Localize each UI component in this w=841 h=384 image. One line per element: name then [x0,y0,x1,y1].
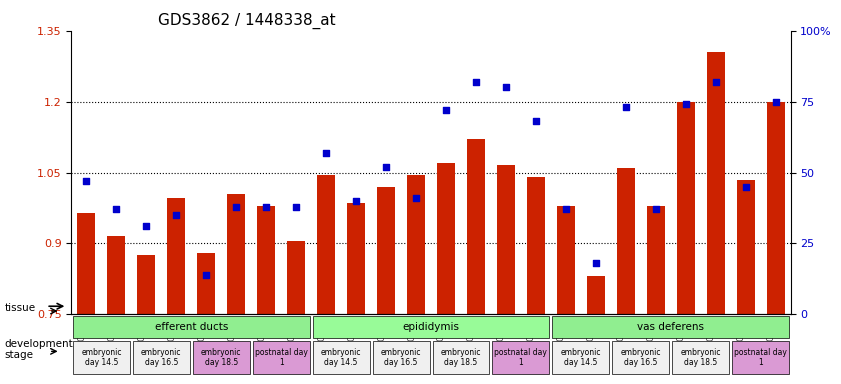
Point [529,118,542,124]
Point [469,79,483,85]
FancyBboxPatch shape [193,341,250,374]
Point [349,198,362,204]
Bar [587,276,605,384]
FancyBboxPatch shape [612,341,669,374]
FancyBboxPatch shape [553,316,789,338]
Bar [616,168,635,384]
FancyBboxPatch shape [253,341,309,374]
Text: development
stage: development stage [4,339,73,360]
Point [709,79,722,85]
Text: embryonic
day 18.5: embryonic day 18.5 [201,348,241,367]
Bar [227,194,246,384]
Bar [766,102,785,384]
Point [410,195,423,201]
Bar [287,241,305,384]
Text: embryonic
day 14.5: embryonic day 14.5 [82,348,122,367]
Point [739,184,753,190]
Bar [407,175,425,384]
FancyBboxPatch shape [553,341,609,374]
Bar [257,205,275,384]
Bar [497,166,515,384]
FancyBboxPatch shape [313,316,549,338]
Bar [137,255,156,384]
Bar [706,52,725,384]
Bar [557,205,574,384]
Bar [108,236,125,384]
Text: postnatal day
1: postnatal day 1 [734,348,787,367]
Text: embryonic
day 16.5: embryonic day 16.5 [621,348,661,367]
Point [619,104,632,110]
Point [500,84,513,91]
Point [80,178,93,184]
Bar [467,139,485,384]
Bar [77,213,95,384]
Bar [677,102,695,384]
Text: embryonic
day 18.5: embryonic day 18.5 [680,348,721,367]
Point [170,212,183,218]
Bar [737,180,754,384]
Point [679,101,692,108]
Bar [198,253,215,384]
Bar [437,163,455,384]
Text: embryonic
day 14.5: embryonic day 14.5 [561,348,601,367]
Point [260,204,273,210]
Point [140,223,153,230]
Bar [647,205,664,384]
Point [769,99,782,105]
Text: tissue: tissue [4,303,35,313]
Text: GDS3862 / 1448338_at: GDS3862 / 1448338_at [158,13,336,29]
Text: embryonic
day 18.5: embryonic day 18.5 [441,348,481,367]
Point [289,204,303,210]
Text: efferent ducts: efferent ducts [155,322,228,332]
FancyBboxPatch shape [672,341,729,374]
Point [649,206,663,212]
FancyBboxPatch shape [432,341,489,374]
Text: embryonic
day 16.5: embryonic day 16.5 [141,348,182,367]
Bar [526,177,545,384]
FancyBboxPatch shape [493,341,549,374]
Point [109,206,123,212]
FancyBboxPatch shape [73,316,309,338]
Point [559,206,573,212]
Text: embryonic
day 16.5: embryonic day 16.5 [381,348,421,367]
Point [589,260,602,266]
Text: embryonic
day 14.5: embryonic day 14.5 [321,348,362,367]
FancyBboxPatch shape [313,341,369,374]
Bar [317,175,335,384]
FancyBboxPatch shape [133,341,190,374]
Point [199,271,213,278]
Text: vas deferens: vas deferens [637,322,704,332]
Text: epididymis: epididymis [403,322,459,332]
Point [379,164,393,170]
Point [320,150,333,156]
Point [230,204,243,210]
Text: postnatal day
1: postnatal day 1 [495,348,547,367]
FancyBboxPatch shape [733,341,789,374]
Bar [347,203,365,384]
Point [439,107,452,113]
Text: postnatal day
1: postnatal day 1 [255,348,308,367]
FancyBboxPatch shape [373,341,430,374]
FancyBboxPatch shape [73,341,130,374]
Bar [167,199,185,384]
Bar [377,187,395,384]
